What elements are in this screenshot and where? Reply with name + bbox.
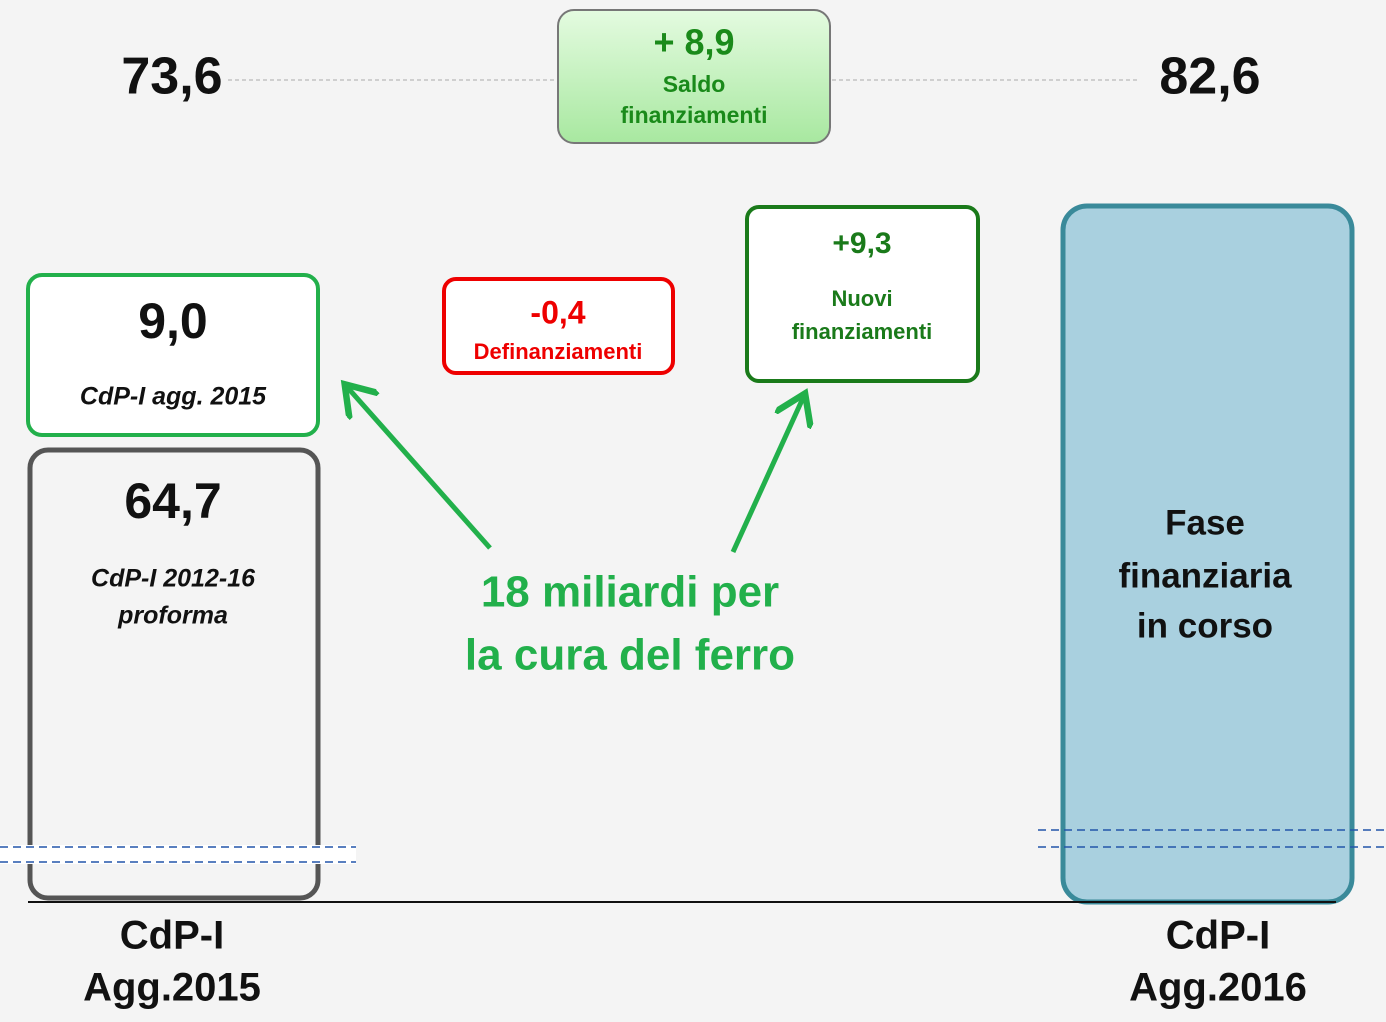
saldo-box xyxy=(557,9,831,144)
arrow xyxy=(730,398,803,554)
proforma-label: CdP-I 2012-16 xyxy=(91,565,256,593)
proforma-label: proforma xyxy=(117,602,228,630)
fase-label: Fase xyxy=(1165,503,1245,542)
total-left: 73,6 xyxy=(121,48,222,106)
agg2015-label: CdP-I agg. 2015 xyxy=(80,383,267,411)
agg2015-box xyxy=(26,273,320,437)
agg2015-value: 9,0 xyxy=(138,293,208,349)
fase-label: in corso xyxy=(1137,606,1273,645)
saldo-label: finanziamenti xyxy=(621,102,768,128)
total-right: 82,6 xyxy=(1159,48,1260,106)
saldo-value: + 8,9 xyxy=(653,22,734,63)
break-band xyxy=(0,845,356,864)
nuovi-label: Nuovi xyxy=(831,286,892,311)
definanziamenti-value: -0,4 xyxy=(530,294,585,330)
column-label: CdP-I xyxy=(1166,914,1270,958)
nuovi-value: +9,3 xyxy=(832,227,891,260)
proforma-box xyxy=(27,447,321,901)
arrow xyxy=(348,388,492,550)
proforma-value: 64,7 xyxy=(124,473,221,529)
nuovi-box xyxy=(745,205,980,383)
definanziamenti-label: Definanziamenti xyxy=(474,339,643,364)
saldo-label: Saldo xyxy=(663,71,726,97)
column-label: CdP-I xyxy=(120,914,224,958)
definanziamenti-box xyxy=(442,277,675,375)
fase-label: finanziaria xyxy=(1118,556,1292,595)
column-label: Agg.2016 xyxy=(1129,966,1307,1010)
nuovi-label: finanziamenti xyxy=(792,319,933,344)
fase-box xyxy=(1060,203,1355,905)
column-label: Agg.2015 xyxy=(83,966,261,1010)
message: la cura del ferro xyxy=(465,631,795,680)
message: 18 miliardi per xyxy=(481,568,779,617)
